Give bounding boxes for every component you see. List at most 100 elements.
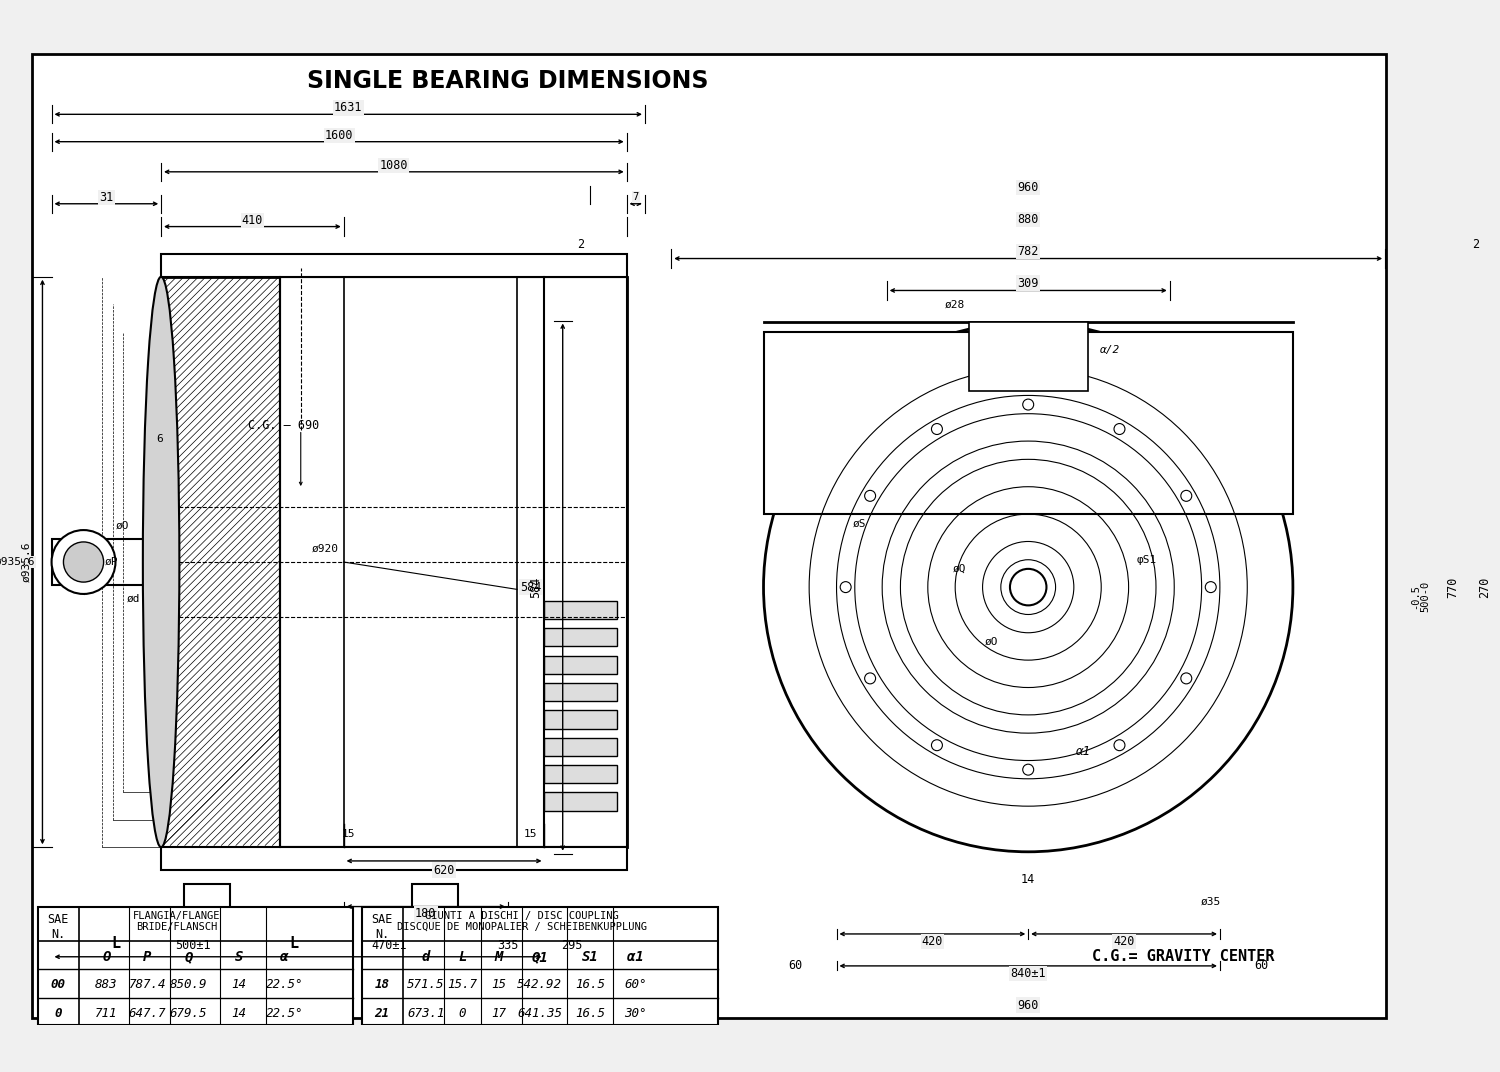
Text: 295: 295 xyxy=(561,939,582,952)
Text: 641.35: 641.35 xyxy=(518,1007,562,1019)
Text: 2: 2 xyxy=(578,238,585,251)
Text: 500±1: 500±1 xyxy=(176,939,211,952)
Text: -0.5: -0.5 xyxy=(1410,584,1420,609)
Text: α1: α1 xyxy=(1076,745,1090,758)
Bar xyxy=(51,539,160,585)
Text: 2: 2 xyxy=(1472,238,1479,251)
Bar xyxy=(544,600,618,619)
Text: 840±1: 840±1 xyxy=(1011,967,1046,980)
Text: øO: øO xyxy=(116,521,129,531)
Text: 15: 15 xyxy=(492,978,507,991)
Text: M: M xyxy=(495,950,502,964)
Text: S1: S1 xyxy=(582,950,598,964)
Text: 1600: 1600 xyxy=(326,129,354,142)
Circle shape xyxy=(864,490,876,502)
Circle shape xyxy=(51,530,116,594)
Text: S: S xyxy=(234,950,243,964)
Text: 00: 00 xyxy=(51,978,66,991)
Text: 6: 6 xyxy=(156,434,162,444)
Text: 14: 14 xyxy=(231,1007,246,1019)
Text: 22.5°: 22.5° xyxy=(266,1007,303,1019)
Text: 542.92: 542.92 xyxy=(518,978,562,991)
Text: 270: 270 xyxy=(1478,577,1491,598)
Text: FLANGIA/FLANGE: FLANGIA/FLANGE xyxy=(134,911,220,921)
Circle shape xyxy=(840,582,850,593)
Text: 883: 883 xyxy=(94,978,117,991)
Ellipse shape xyxy=(142,277,180,847)
Text: SAE
N.: SAE N. xyxy=(372,912,393,940)
Text: ø35: ø35 xyxy=(1200,897,1221,907)
Text: 679.5: 679.5 xyxy=(170,1007,207,1019)
Text: 647.7: 647.7 xyxy=(129,1007,166,1019)
Text: 17: 17 xyxy=(492,1007,507,1019)
Circle shape xyxy=(932,740,942,750)
Text: 620: 620 xyxy=(433,864,454,877)
Text: ø935.6: ø935.6 xyxy=(21,541,32,582)
Text: 14: 14 xyxy=(1022,873,1035,885)
Text: 584: 584 xyxy=(520,581,542,594)
Text: øO: øO xyxy=(986,637,999,646)
Text: C.G.= GRAVITY CENTER: C.G.= GRAVITY CENTER xyxy=(1092,950,1275,965)
Circle shape xyxy=(1023,764,1034,775)
Text: α1: α1 xyxy=(627,950,644,964)
Text: SINGLE BEARING DIMENSIONS: SINGLE BEARING DIMENSIONS xyxy=(308,69,708,92)
Text: ød: ød xyxy=(126,594,140,604)
Text: α: α xyxy=(1052,325,1059,338)
Circle shape xyxy=(1023,399,1034,411)
Text: C.G. – 690: C.G. – 690 xyxy=(248,418,320,432)
Bar xyxy=(544,792,618,810)
Text: GIUNTI A DISCHI / DISC COUPLING: GIUNTI A DISCHI / DISC COUPLING xyxy=(424,911,618,921)
Text: 0: 0 xyxy=(54,1007,62,1019)
Text: Q: Q xyxy=(184,950,192,964)
Text: P: P xyxy=(142,950,152,964)
Text: 711: 711 xyxy=(94,1007,117,1019)
Bar xyxy=(38,907,352,1025)
Text: DISCQUE DE MONOPALIER / SCHEIBENKUPPLUNG: DISCQUE DE MONOPALIER / SCHEIBENKUPPLUNG xyxy=(396,922,646,932)
Text: 960: 960 xyxy=(1017,181,1040,194)
Circle shape xyxy=(1180,673,1192,684)
Text: 1631: 1631 xyxy=(334,102,363,115)
Text: ø28: ø28 xyxy=(945,299,966,309)
Text: 30°: 30° xyxy=(624,1007,646,1019)
Bar xyxy=(544,628,618,646)
Text: 22.5°: 22.5° xyxy=(266,978,303,991)
Text: 60: 60 xyxy=(789,959,802,972)
Bar xyxy=(160,254,627,277)
Circle shape xyxy=(1114,740,1125,750)
Text: 782: 782 xyxy=(1017,244,1040,257)
Circle shape xyxy=(1180,490,1192,502)
Text: O: O xyxy=(102,950,111,964)
Text: 15: 15 xyxy=(524,829,537,838)
Text: 673.1: 673.1 xyxy=(406,1007,444,1019)
Bar xyxy=(160,277,627,847)
Circle shape xyxy=(1010,569,1047,606)
Bar xyxy=(969,323,1088,391)
Bar xyxy=(194,915,220,929)
Text: 880: 880 xyxy=(1017,212,1040,226)
Text: SAE
N.: SAE N. xyxy=(48,912,69,940)
Text: 470±1: 470±1 xyxy=(372,939,406,952)
Circle shape xyxy=(1206,582,1216,593)
Bar xyxy=(544,683,618,701)
Text: BRIDE/FLANSCH: BRIDE/FLANSCH xyxy=(136,922,218,932)
Text: øQ: øQ xyxy=(952,564,966,574)
Text: 787.4: 787.4 xyxy=(129,978,166,991)
Text: α/2: α/2 xyxy=(1100,345,1120,355)
Circle shape xyxy=(932,423,942,434)
Text: 850.9: 850.9 xyxy=(170,978,207,991)
Bar xyxy=(422,915,448,929)
Text: α: α xyxy=(280,950,288,964)
Text: 15.7: 15.7 xyxy=(447,978,477,991)
Text: 60°: 60° xyxy=(624,978,646,991)
Text: L: L xyxy=(111,936,120,951)
Text: 16.5: 16.5 xyxy=(574,978,604,991)
Text: 335: 335 xyxy=(498,939,519,952)
Text: 14: 14 xyxy=(231,978,246,991)
Text: 15: 15 xyxy=(342,829,355,838)
Circle shape xyxy=(63,542,104,582)
Bar xyxy=(544,738,618,756)
Text: 584: 584 xyxy=(530,577,542,598)
Bar xyxy=(362,907,718,1025)
Text: 18: 18 xyxy=(375,978,390,991)
Text: 7: 7 xyxy=(633,192,639,203)
